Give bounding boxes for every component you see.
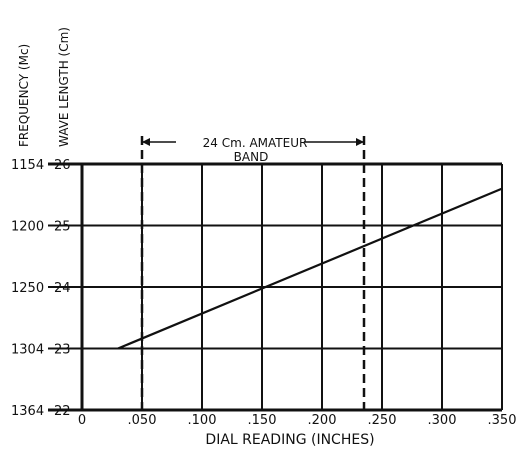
x-tick-label: 0: [78, 413, 86, 428]
band-annotation-line1: 24 Cm. AMATEUR: [203, 136, 308, 150]
x-tick-label: .050: [128, 413, 157, 428]
y-tick-labels: 1154 26 1200 25 1250 24 1304 23 1364 22: [11, 158, 71, 419]
x-tick-label: .100: [188, 413, 217, 428]
data-series: [117, 187, 503, 350]
x-tick-labels: 0 .050 .100 .150 .200 .250 .300 .350: [78, 413, 517, 428]
frequency-tick-label: 1304: [11, 343, 44, 358]
x-tick-label: .350: [488, 413, 517, 428]
wavelength-tick-label: 24: [54, 281, 71, 296]
x-tick-label: .200: [308, 413, 337, 428]
frequency-tick-label: 1154: [11, 158, 44, 173]
x-tick-label: .250: [368, 413, 397, 428]
frequency-tick-label: 1250: [11, 281, 44, 296]
dashed-band-markers: [140, 136, 366, 410]
band-annotation: 24 Cm. AMATEUR BAND: [203, 136, 308, 164]
gridlines: [48, 162, 503, 412]
wavelength-tick-label: 26: [54, 158, 71, 173]
wavelength-tick-label: 22: [54, 404, 71, 419]
wavelength-tick-label: 23: [54, 343, 71, 358]
band-arrow-right-head: [356, 138, 364, 146]
calibration-line: [117, 187, 503, 350]
band-annotation-line2: BAND: [234, 150, 269, 164]
y-axis-label-frequency: FREQUENCY (Mc): [17, 44, 31, 147]
band-arrow-left-head: [142, 138, 150, 146]
frequency-tick-label: 1200: [11, 220, 44, 235]
x-axis-label: DIAL READING (INCHES): [205, 432, 374, 448]
y-axis-label-wavelength: WAVE LENGTH (Cm): [57, 27, 71, 147]
x-tick-label: .150: [248, 413, 277, 428]
wavelength-tick-label: 25: [54, 220, 71, 235]
frequency-tick-label: 1364: [11, 404, 44, 419]
x-tick-label: .300: [428, 413, 457, 428]
